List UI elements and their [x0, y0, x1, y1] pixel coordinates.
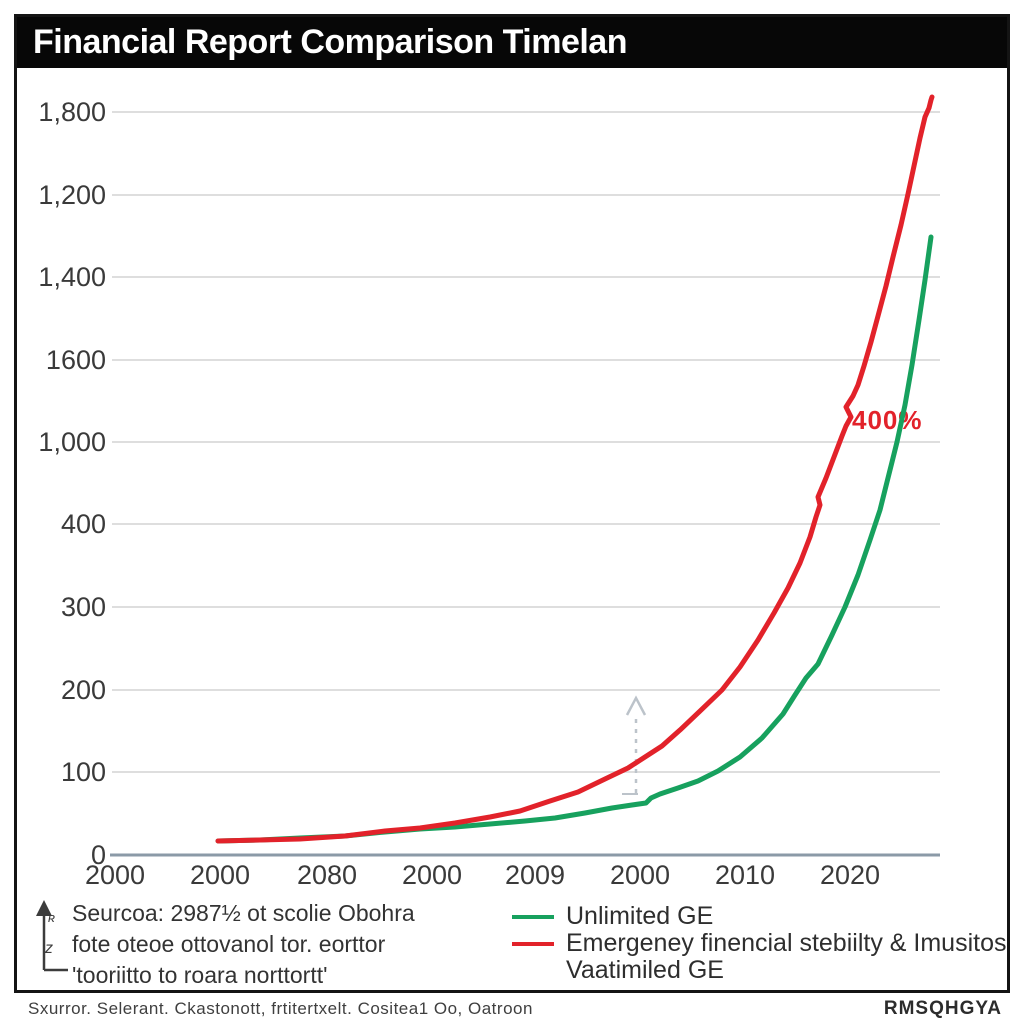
y-axis-tick-label: 0	[90, 840, 106, 870]
y-axis-tick-label: 200	[60, 675, 106, 705]
legend-swatch-red	[512, 941, 554, 946]
icon-glyph: z	[45, 940, 53, 957]
y-axis-tick-label: 100	[60, 757, 106, 787]
chart-outer-frame	[14, 14, 1010, 993]
x-axis-tick-label: 2000	[609, 860, 671, 890]
y-axis-tick-label: 1,400	[38, 262, 106, 292]
y-axis-tick-label: 1,800	[38, 97, 106, 127]
legend-item-red: Emergeney finencial stebiilty & Imusitos	[512, 929, 1006, 958]
x-axis-tick-label: 2000	[401, 860, 463, 890]
x-axis-tick-label: 2000	[189, 860, 251, 890]
y-axis-tick-label: 1,200	[38, 180, 106, 210]
dashed-arrow-head	[625, 695, 647, 716]
page-title: Financial Report Comparison Timelan	[33, 23, 628, 61]
source-note: Seurcoa: 2987½ ot scolie Obohra fote ote…	[72, 898, 492, 991]
legend-label: Unlimited GE	[566, 902, 714, 930]
footer-watermark: RMSQHGYA	[883, 998, 1002, 1019]
growth-annotation: 400%	[852, 405, 923, 435]
icon-glyph: ʀ	[48, 910, 55, 925]
x-axis-tick-label: 2010	[714, 860, 776, 890]
title-bar: Financial Report Comparison Timelan	[17, 17, 1007, 68]
y-axis-tick-label: 400	[60, 509, 106, 539]
legend-item-green: Unlimited GE	[512, 902, 713, 931]
x-axis-tick-label: 2009	[504, 860, 566, 890]
series-line-green	[215, 234, 934, 844]
x-axis-tick-label: 2020	[819, 860, 881, 890]
footer-source-text: Sxurror. Selerant. Ckastonott, frtitertx…	[28, 999, 533, 1018]
y-axis-tick-label: 1600	[45, 345, 106, 375]
source-note-line: Seurcoa: 2987½ ot scolie Obohra	[72, 900, 415, 926]
legend-label: Vaatimiled GE	[566, 956, 724, 984]
legend-swatch-green	[512, 914, 554, 919]
x-axis-tick-label: 2080	[296, 860, 358, 890]
series-line-red	[215, 94, 935, 844]
y-axis-tick-label: 300	[60, 592, 106, 622]
axis-arrow-icon: ʀ z	[30, 898, 80, 978]
legend-item-red-line2: Vaatimiled GE	[566, 956, 724, 985]
source-note-line: fote oteoe ottovanol tor. eorttor	[72, 931, 386, 957]
source-note-line: 'tooriitto to roara norttortt'	[72, 962, 328, 988]
legend-label: Emergeney finencial stebiilty & Imusitos	[566, 929, 1007, 957]
x-axis-tick-label: 2000	[84, 860, 146, 890]
y-axis-tick-label: 1,000	[38, 427, 106, 457]
